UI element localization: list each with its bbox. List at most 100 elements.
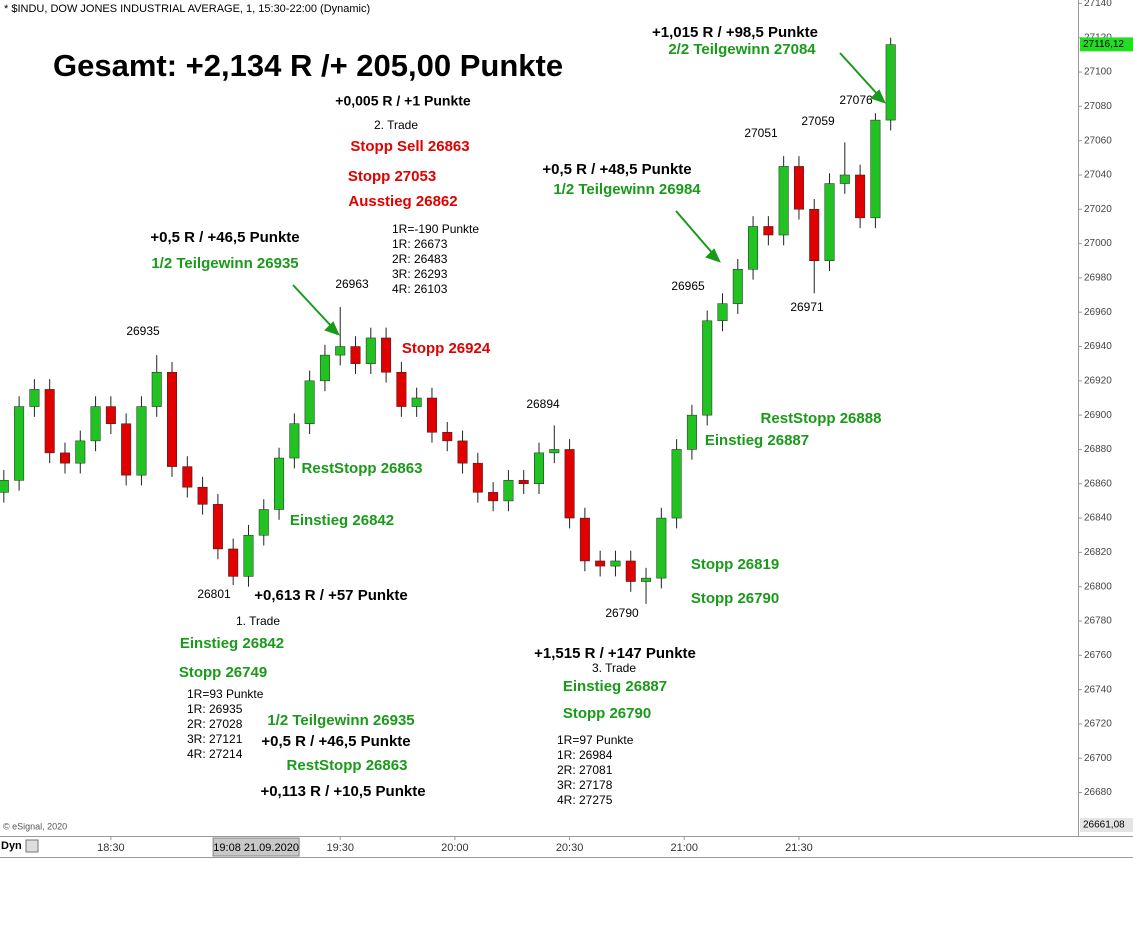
chart-title: * $INDU, DOW JONES INDUSTRIAL AVERAGE, 1…: [4, 3, 370, 15]
candle-body: [885, 44, 896, 121]
candle-body: [610, 560, 621, 567]
candle-body: [564, 449, 575, 519]
y-tick-label: 27100: [1084, 67, 1112, 78]
candle-body: [732, 269, 743, 304]
candle-body: [855, 174, 866, 219]
annotation: 26965: [671, 279, 705, 293]
y-tick-label: 26720: [1084, 719, 1112, 730]
candle-body: [641, 577, 652, 582]
x-tick-label: 18:30: [97, 842, 125, 854]
candle-body: [197, 486, 208, 505]
candle-body: [702, 320, 713, 416]
annotation: Stopp 26749: [179, 664, 267, 681]
annotation: 27076: [839, 93, 873, 107]
annotation: Stopp 26790: [563, 705, 651, 722]
annotation: Einstieg 26887: [705, 432, 809, 449]
candle-body: [0, 480, 9, 493]
candle-body: [274, 457, 285, 510]
candle-body: [151, 372, 162, 407]
candle-body: [534, 452, 544, 485]
candle-body: [839, 174, 850, 184]
annotation: Stopp 26790: [691, 590, 779, 607]
annotation: 3R: 27178: [557, 778, 613, 792]
candle-body: [472, 462, 483, 493]
annotation: 26971: [790, 300, 824, 314]
annotation: 1R=-190 Punkte: [392, 222, 479, 236]
y-tick-label: 26960: [1084, 307, 1112, 318]
y-tick-label: 26940: [1084, 341, 1112, 352]
candle-body: [671, 449, 682, 519]
annotation: +0,5 R / +48,5 Punkte: [542, 161, 691, 178]
annotation: +1,515 R / +147 Punkte: [534, 645, 696, 662]
annotation: Einstieg 26842: [290, 512, 394, 529]
annotation: 1R: 26935: [187, 702, 243, 716]
candle-body: [167, 372, 178, 467]
axis-min-box: [1080, 818, 1133, 833]
y-tick-label: 26760: [1084, 650, 1112, 661]
annotation: +0,113 R / +10,5 Punkte: [260, 783, 425, 800]
candle-body: [121, 423, 132, 476]
candle-body: [59, 452, 70, 464]
y-tick-label: 26880: [1084, 444, 1112, 455]
candle-body: [426, 397, 437, 433]
annotation: +1,015 R / +98,5 Punkte: [652, 24, 818, 41]
candle-body: [304, 380, 315, 424]
y-tick-label: 26800: [1084, 581, 1112, 592]
candle-body: [319, 354, 330, 382]
candle-body: [686, 414, 697, 450]
candle-body: [793, 166, 804, 210]
candle-body: [365, 337, 376, 364]
candle-body: [381, 337, 392, 373]
candle-body: [595, 560, 606, 567]
annotation: +0,5 R / +46,5 Punkte: [150, 229, 299, 246]
lock-icon[interactable]: [25, 839, 39, 853]
annotation: +0,005 R / +1 Punkte: [335, 93, 471, 109]
candle-body: [90, 406, 101, 442]
candle-body: [136, 406, 147, 476]
axis-min-label: 26661,08: [1083, 820, 1125, 831]
arrow-head: [870, 89, 886, 104]
candle-body: [335, 346, 346, 356]
mode-label: Dyn: [1, 840, 22, 852]
annotation: 1/2 Teilgewinn 26984: [553, 181, 701, 198]
annotation: 3. Trade: [592, 661, 636, 675]
candle-body: [518, 480, 529, 485]
last-price-box: [1080, 37, 1133, 52]
annotation: 2/2 Teilgewinn 27084: [668, 41, 816, 58]
arrow: [839, 52, 880, 97]
y-tick-label: 27060: [1084, 135, 1112, 146]
candle-body: [549, 449, 560, 454]
arrow: [675, 210, 715, 256]
annotation: 2R: 26483: [392, 252, 448, 266]
candle-body: [656, 517, 667, 579]
cursor-label: 19:08 21.09.2020: [213, 842, 299, 854]
annotation: 1R=97 Punkte: [557, 733, 634, 747]
annotation: Gesamt: +2,134 R /+ 205,00 Punkte: [53, 48, 563, 83]
annotation: 26801: [197, 587, 231, 601]
annotation: Einstieg 26887: [563, 678, 667, 695]
y-tick-label: 26740: [1084, 684, 1112, 695]
y-tick-label: 27140: [1084, 0, 1112, 9]
candle-body: [14, 406, 25, 481]
candle-body: [243, 534, 254, 577]
x-tick-label: 20:30: [556, 842, 584, 854]
candle-body: [763, 226, 774, 236]
arrow-head: [324, 321, 340, 336]
candle-body: [778, 166, 789, 236]
annotation: 27051: [744, 126, 778, 140]
candle-body: [411, 397, 422, 407]
annotation: 27059: [801, 114, 835, 128]
candle-body: [228, 548, 239, 577]
annotation: 2R: 27081: [557, 763, 613, 777]
annotation: 26894: [526, 397, 560, 411]
candle-body: [105, 406, 116, 424]
candle-body: [625, 560, 636, 582]
annotation: 2R: 27028: [187, 717, 243, 731]
x-tick-label: 20:00: [441, 842, 469, 854]
annotation: 3R: 27121: [187, 732, 243, 746]
arrow: [292, 284, 334, 329]
annotation: Ausstieg 26862: [348, 193, 457, 210]
candle-body: [717, 303, 728, 322]
annotation: +0,613 R / +57 Punkte: [254, 587, 407, 604]
